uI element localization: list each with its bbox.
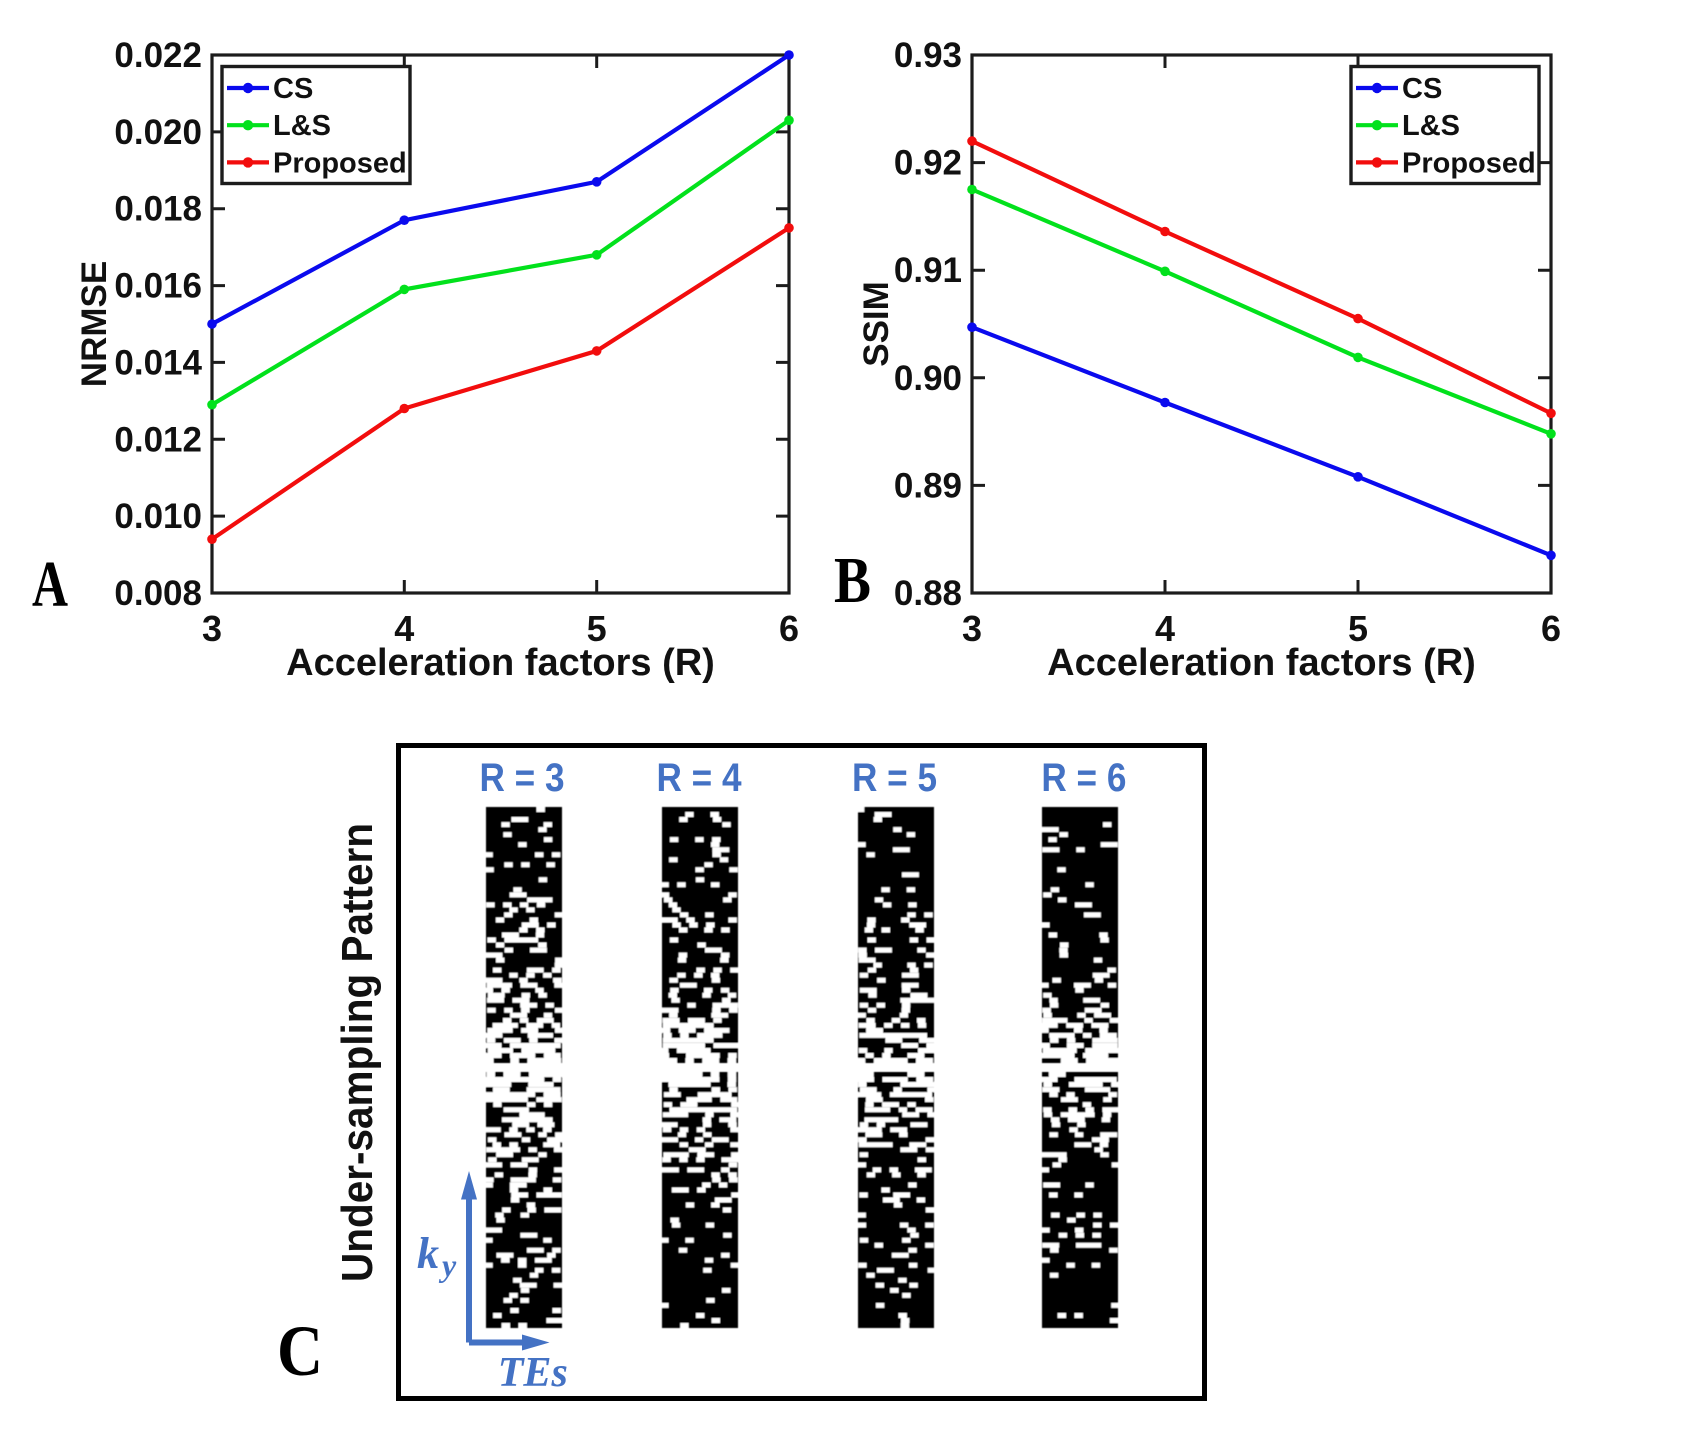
svg-text:Proposed: Proposed <box>273 147 407 179</box>
svg-text:k: k <box>417 1229 439 1278</box>
svg-text:6: 6 <box>779 608 799 649</box>
svg-text:R = 6: R = 6 <box>1041 756 1126 800</box>
svg-text:R = 4: R = 4 <box>657 756 743 800</box>
svg-text:TEs: TEs <box>498 1350 568 1396</box>
svg-text:0.90: 0.90 <box>894 359 962 398</box>
svg-text:A: A <box>32 548 68 621</box>
svg-text:0.012: 0.012 <box>114 420 202 459</box>
svg-text:0.008: 0.008 <box>114 574 202 613</box>
svg-text:4: 4 <box>1155 608 1175 649</box>
svg-text:Acceleration factors (R): Acceleration factors (R) <box>1047 642 1476 684</box>
svg-text:0.010: 0.010 <box>114 497 202 536</box>
svg-text:NRMSE: NRMSE <box>75 261 114 387</box>
svg-text:3: 3 <box>202 608 222 649</box>
svg-text:0.89: 0.89 <box>894 466 962 505</box>
svg-text:Proposed: Proposed <box>1402 147 1536 179</box>
svg-text:0.016: 0.016 <box>114 267 202 306</box>
svg-text:0.020: 0.020 <box>114 113 202 152</box>
svg-text:L&S: L&S <box>273 110 331 142</box>
svg-text:Under-sampling Pattern: Under-sampling Pattern <box>333 823 382 1282</box>
svg-text:0.92: 0.92 <box>894 144 962 183</box>
svg-text:CS: CS <box>273 73 313 105</box>
svg-text:Acceleration factors (R): Acceleration factors (R) <box>286 642 715 684</box>
svg-text:3: 3 <box>962 608 982 649</box>
svg-text:C: C <box>277 1311 323 1391</box>
svg-text:R = 3: R = 3 <box>480 756 565 800</box>
svg-text:0.018: 0.018 <box>114 190 202 229</box>
svg-text:0.91: 0.91 <box>894 251 962 290</box>
svg-text:0.88: 0.88 <box>894 574 962 613</box>
svg-text:5: 5 <box>1348 608 1368 649</box>
svg-text:y: y <box>438 1247 457 1283</box>
svg-text:6: 6 <box>1541 608 1561 649</box>
svg-text:0.014: 0.014 <box>114 343 202 382</box>
svg-text:CS: CS <box>1402 73 1442 105</box>
svg-text:B: B <box>834 544 871 617</box>
svg-text:SSIM: SSIM <box>857 281 896 367</box>
svg-text:0.93: 0.93 <box>894 36 962 75</box>
svg-text:5: 5 <box>587 608 607 649</box>
svg-text:0.022: 0.022 <box>114 36 202 75</box>
svg-text:L&S: L&S <box>1402 110 1460 142</box>
svg-text:R = 5: R = 5 <box>852 756 937 800</box>
svg-text:4: 4 <box>394 608 414 649</box>
